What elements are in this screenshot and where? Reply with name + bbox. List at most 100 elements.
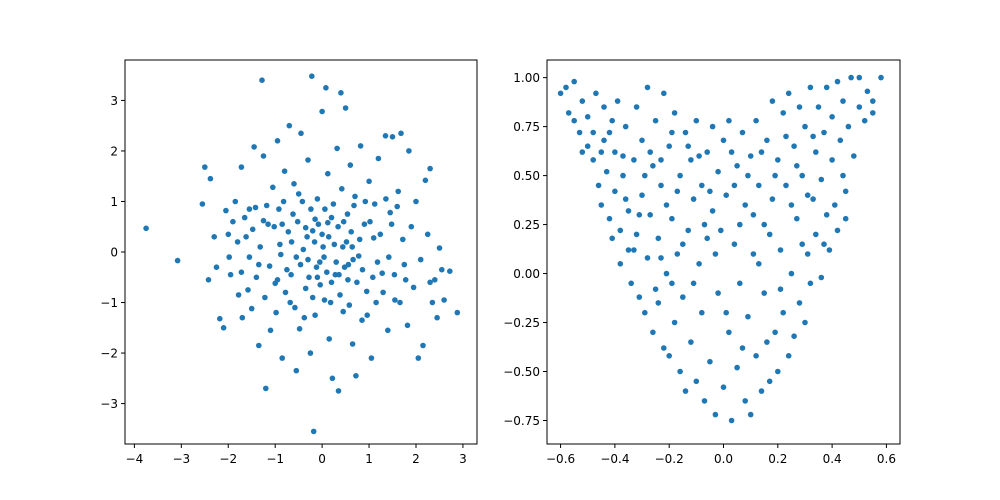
right-data-point <box>563 84 569 91</box>
left-data-point <box>243 234 249 240</box>
right-data-point <box>791 143 797 149</box>
right-x-tick-label: 0.2 <box>768 452 787 466</box>
left-data-point <box>404 322 411 329</box>
left-data-point <box>394 203 401 210</box>
right-data-point <box>764 137 770 144</box>
right-data-point <box>696 261 702 267</box>
left-data-point <box>297 261 304 268</box>
right-data-point <box>796 300 803 306</box>
left-data-point <box>328 214 335 221</box>
left-data-point <box>367 218 373 225</box>
right-data-point <box>739 129 746 136</box>
left-data-point <box>308 206 314 212</box>
left-data-point <box>199 201 206 207</box>
left-data-point <box>314 274 321 281</box>
left-data-point <box>380 289 386 296</box>
left-data-point <box>311 239 318 245</box>
left-data-point <box>235 292 242 298</box>
right-data-point <box>571 117 577 124</box>
left-data-point <box>274 138 281 144</box>
right-data-point <box>650 329 656 336</box>
left-data-point <box>259 77 265 83</box>
left-data-point <box>174 257 181 264</box>
right-data-point <box>821 241 827 247</box>
right-data-point <box>769 196 776 202</box>
right-data-point <box>834 78 841 85</box>
right-data-point <box>595 182 602 189</box>
left-data-point <box>227 271 234 278</box>
right-data-point <box>758 388 765 394</box>
right-data-point <box>791 333 797 340</box>
right-y-tick-label: −0.25 <box>503 316 540 330</box>
left-data-point <box>387 209 394 216</box>
left-data-point <box>349 244 356 250</box>
left-data-point <box>340 308 347 315</box>
right-data-point <box>693 378 700 385</box>
right-data-point <box>601 137 607 144</box>
right-x-tick-label: 0.4 <box>823 452 842 466</box>
left-data-point <box>263 385 269 392</box>
left-data-point <box>389 134 396 140</box>
right-data-point <box>642 172 648 179</box>
left-data-point <box>274 277 281 283</box>
right-data-point <box>677 172 683 179</box>
right-data-point <box>777 286 784 293</box>
left-data-point <box>293 254 300 260</box>
right-x-tick-label: −0.2 <box>655 452 684 466</box>
left-data-point <box>223 207 229 214</box>
left-data-point <box>265 221 271 227</box>
right-data-point <box>829 157 835 163</box>
left-data-point <box>286 122 293 129</box>
right-data-point <box>628 280 634 287</box>
right-data-point <box>701 398 708 404</box>
left-y-tick-label: −1 <box>100 296 118 310</box>
right-data-point <box>652 286 659 293</box>
right-data-point <box>642 309 648 316</box>
right-data-point <box>674 251 681 257</box>
right-data-point <box>742 202 748 208</box>
right-data-point <box>870 110 876 116</box>
right-data-point <box>840 172 846 179</box>
left-data-point <box>344 211 351 217</box>
right-data-point <box>663 202 670 208</box>
right-data-point <box>807 280 814 287</box>
right-data-point <box>775 368 781 375</box>
left-data-point <box>280 198 287 205</box>
left-data-point <box>239 314 246 321</box>
left-data-point <box>388 221 395 227</box>
left-data-point <box>408 223 415 230</box>
left-data-point <box>270 184 276 191</box>
left-data-point <box>255 261 262 268</box>
right-data-point <box>737 221 743 228</box>
left-data-point <box>315 221 322 227</box>
left-data-point <box>245 287 251 293</box>
left-data-point <box>385 327 391 334</box>
right-data-point <box>565 110 572 116</box>
right-data-point <box>658 157 664 163</box>
left-data-point <box>337 292 343 298</box>
left-data-point <box>225 231 232 238</box>
right-data-point <box>593 90 599 97</box>
right-data-point <box>832 202 838 208</box>
left-data-point <box>324 269 330 276</box>
left-data-point <box>370 235 377 241</box>
left-data-point <box>281 168 288 174</box>
right-data-point <box>557 90 564 97</box>
right-data-point <box>576 129 583 136</box>
left-data-point <box>319 231 325 238</box>
right-data-point <box>777 247 784 253</box>
right-data-point <box>674 188 681 195</box>
right-data-point <box>772 172 778 179</box>
left-data-point <box>391 271 398 278</box>
right-data-point <box>799 241 805 247</box>
left-data-point <box>340 244 346 250</box>
right-data-point <box>870 98 876 104</box>
left-data-point <box>379 270 386 277</box>
right-scatter-plot: −0.6 −0.4 −0.2 0.0 0.2 0.4 0.6 −0.75 −0.50 −0.25 0… <box>503 59 901 466</box>
right-data-point <box>606 215 613 222</box>
left-data-point <box>422 177 429 184</box>
left-data-point <box>436 245 443 251</box>
left-data-point <box>251 144 257 150</box>
right-data-point <box>704 235 710 242</box>
left-x-tick-label: −2 <box>219 452 237 466</box>
